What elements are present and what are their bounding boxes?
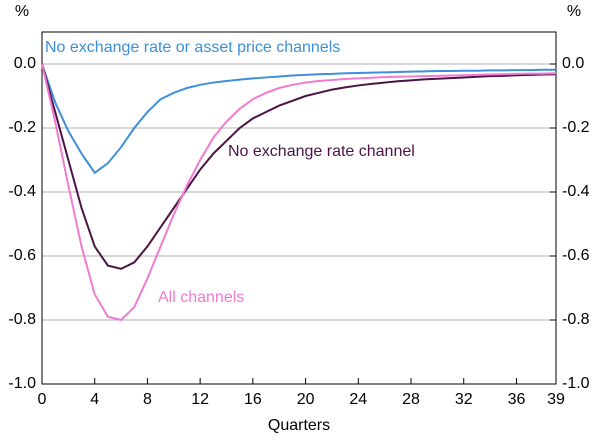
y-tick-label: 0.0	[14, 55, 36, 72]
plot-frame	[41, 31, 557, 385]
y-tick-label: -0.8	[8, 311, 36, 328]
x-axis-label: Quarters	[268, 417, 330, 434]
series-label: No exchange rate channel	[228, 143, 415, 160]
y-tick-label: -0.6	[8, 247, 36, 264]
x-tick-label: 39	[547, 391, 565, 408]
x-tick-label: 12	[191, 391, 209, 408]
y-tick-label: -0.2	[8, 119, 36, 136]
y2-tick-label: -0.8	[562, 311, 590, 328]
series-line	[41, 63, 557, 322]
series-line	[41, 63, 557, 270]
y2-axis-unit: %	[567, 3, 581, 20]
x-tick-label: 36	[508, 391, 526, 408]
y2-tick-label: -1.0	[562, 375, 590, 392]
x-tick-label: 4	[90, 391, 99, 408]
y-tick-label: -0.4	[8, 183, 36, 200]
y2-tick-label: -0.6	[562, 247, 590, 264]
y2-tick-label: -0.4	[562, 183, 590, 200]
series-label: No exchange rate or asset price channels	[45, 39, 340, 56]
x-tick-label: 24	[349, 391, 367, 408]
y2-tick-label: -0.2	[562, 119, 590, 136]
x-tick-label: 32	[455, 391, 473, 408]
x-tick-label: 0	[38, 391, 47, 408]
series-line	[41, 63, 556, 175]
y2-tick-label: 0.0	[562, 55, 584, 72]
x-tick-label: 16	[244, 391, 262, 408]
x-tick-label: 28	[402, 391, 420, 408]
x-tick-label: 20	[297, 391, 315, 408]
y-axis-unit: %	[15, 3, 29, 20]
y-tick-label: -1.0	[8, 375, 36, 392]
x-tick-label: 8	[143, 391, 152, 408]
series-label: All channels	[158, 289, 244, 306]
